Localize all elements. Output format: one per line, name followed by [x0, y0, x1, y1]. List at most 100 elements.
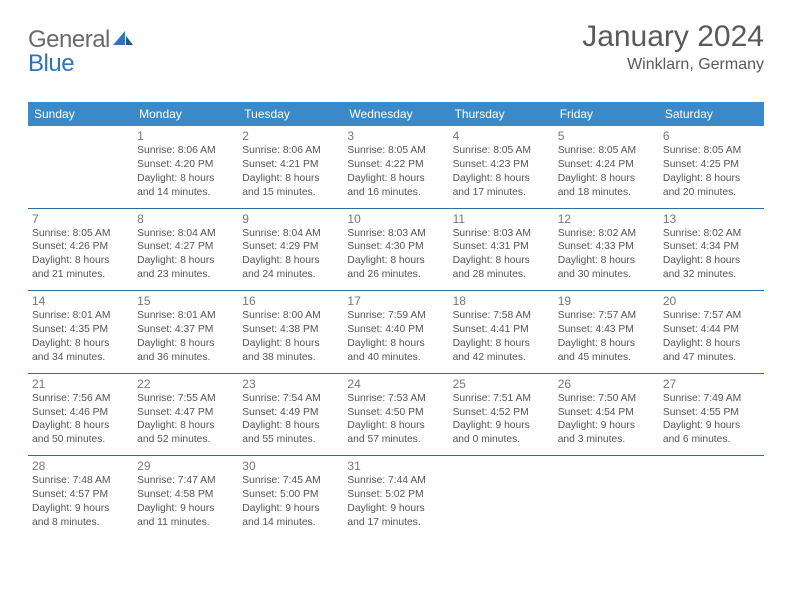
- sunset-line: Sunset: 4:23 PM: [453, 158, 550, 172]
- calendar-day-cell: 13Sunrise: 8:02 AMSunset: 4:34 PMDayligh…: [659, 208, 764, 291]
- daylight-line-2: and 50 minutes.: [32, 433, 129, 447]
- daylight-line-1: Daylight: 8 hours: [137, 337, 234, 351]
- calendar-day-cell: 30Sunrise: 7:45 AMSunset: 5:00 PMDayligh…: [238, 456, 343, 538]
- daylight-line-1: Daylight: 8 hours: [663, 337, 760, 351]
- sunset-line: Sunset: 4:40 PM: [347, 323, 444, 337]
- calendar-day-cell: 3Sunrise: 8:05 AMSunset: 4:22 PMDaylight…: [343, 126, 448, 208]
- daylight-line-1: Daylight: 8 hours: [347, 254, 444, 268]
- sunrise-line: Sunrise: 7:47 AM: [137, 474, 234, 488]
- calendar-day-cell: 14Sunrise: 8:01 AMSunset: 4:35 PMDayligh…: [28, 291, 133, 374]
- calendar-empty-cell: [554, 456, 659, 538]
- daylight-line-1: Daylight: 9 hours: [347, 502, 444, 516]
- sunset-line: Sunset: 4:47 PM: [137, 406, 234, 420]
- day-number: 22: [137, 377, 234, 391]
- daylight-line-1: Daylight: 8 hours: [242, 419, 339, 433]
- daylight-line-2: and 34 minutes.: [32, 351, 129, 365]
- daylight-line-1: Daylight: 9 hours: [558, 419, 655, 433]
- calendar-day-cell: 21Sunrise: 7:56 AMSunset: 4:46 PMDayligh…: [28, 373, 133, 456]
- daylight-line-2: and 32 minutes.: [663, 268, 760, 282]
- sunset-line: Sunset: 5:02 PM: [347, 488, 444, 502]
- daylight-line-1: Daylight: 8 hours: [242, 254, 339, 268]
- sunrise-line: Sunrise: 7:45 AM: [242, 474, 339, 488]
- logo-text-blue: Blue: [28, 50, 74, 77]
- calendar-day-cell: 31Sunrise: 7:44 AMSunset: 5:02 PMDayligh…: [343, 456, 448, 538]
- sunrise-line: Sunrise: 8:00 AM: [242, 309, 339, 323]
- sunset-line: Sunset: 4:46 PM: [32, 406, 129, 420]
- day-number: 5: [558, 129, 655, 143]
- daylight-line-2: and 40 minutes.: [347, 351, 444, 365]
- sunrise-line: Sunrise: 7:59 AM: [347, 309, 444, 323]
- sunset-line: Sunset: 4:50 PM: [347, 406, 444, 420]
- logo: General: [28, 20, 134, 54]
- daylight-line-1: Daylight: 8 hours: [558, 337, 655, 351]
- sunrise-line: Sunrise: 8:02 AM: [663, 227, 760, 241]
- daylight-line-2: and 17 minutes.: [453, 186, 550, 200]
- daylight-line-1: Daylight: 8 hours: [347, 337, 444, 351]
- daylight-line-2: and 11 minutes.: [137, 516, 234, 530]
- day-number: 2: [242, 129, 339, 143]
- daylight-line-2: and 21 minutes.: [32, 268, 129, 282]
- calendar-empty-cell: [28, 126, 133, 208]
- sunset-line: Sunset: 4:24 PM: [558, 158, 655, 172]
- daylight-line-1: Daylight: 8 hours: [32, 419, 129, 433]
- daylight-line-2: and 18 minutes.: [558, 186, 655, 200]
- sunset-line: Sunset: 5:00 PM: [242, 488, 339, 502]
- daylight-line-1: Daylight: 8 hours: [242, 172, 339, 186]
- daylight-line-2: and 20 minutes.: [663, 186, 760, 200]
- daylight-line-1: Daylight: 8 hours: [32, 254, 129, 268]
- day-number: 27: [663, 377, 760, 391]
- day-number: 29: [137, 459, 234, 473]
- day-info: Sunrise: 7:50 AMSunset: 4:54 PMDaylight:…: [558, 392, 655, 448]
- day-info: Sunrise: 8:04 AMSunset: 4:27 PMDaylight:…: [137, 227, 234, 283]
- day-info: Sunrise: 8:00 AMSunset: 4:38 PMDaylight:…: [242, 309, 339, 365]
- day-number: 17: [347, 294, 444, 308]
- calendar-day-cell: 22Sunrise: 7:55 AMSunset: 4:47 PMDayligh…: [133, 373, 238, 456]
- day-number: 8: [137, 212, 234, 226]
- day-number: 15: [137, 294, 234, 308]
- sunset-line: Sunset: 4:29 PM: [242, 240, 339, 254]
- calendar-day-cell: 5Sunrise: 8:05 AMSunset: 4:24 PMDaylight…: [554, 126, 659, 208]
- day-info: Sunrise: 7:44 AMSunset: 5:02 PMDaylight:…: [347, 474, 444, 530]
- calendar-day-cell: 17Sunrise: 7:59 AMSunset: 4:40 PMDayligh…: [343, 291, 448, 374]
- sunset-line: Sunset: 4:37 PM: [137, 323, 234, 337]
- calendar-day-cell: 11Sunrise: 8:03 AMSunset: 4:31 PMDayligh…: [449, 208, 554, 291]
- day-number: 7: [32, 212, 129, 226]
- sunset-line: Sunset: 4:30 PM: [347, 240, 444, 254]
- sunrise-line: Sunrise: 7:58 AM: [453, 309, 550, 323]
- logo-text-blue-wrap: Blue: [28, 50, 74, 78]
- daylight-line-2: and 55 minutes.: [242, 433, 339, 447]
- calendar-header-row: SundayMondayTuesdayWednesdayThursdayFrid…: [28, 102, 764, 126]
- calendar-week-row: 7Sunrise: 8:05 AMSunset: 4:26 PMDaylight…: [28, 208, 764, 291]
- calendar-day-cell: 19Sunrise: 7:57 AMSunset: 4:43 PMDayligh…: [554, 291, 659, 374]
- daylight-line-2: and 28 minutes.: [453, 268, 550, 282]
- daylight-line-2: and 47 minutes.: [663, 351, 760, 365]
- day-info: Sunrise: 8:03 AMSunset: 4:30 PMDaylight:…: [347, 227, 444, 283]
- sunrise-line: Sunrise: 8:01 AM: [137, 309, 234, 323]
- daylight-line-2: and 14 minutes.: [242, 516, 339, 530]
- day-number: 19: [558, 294, 655, 308]
- daylight-line-1: Daylight: 8 hours: [32, 337, 129, 351]
- day-info: Sunrise: 7:48 AMSunset: 4:57 PMDaylight:…: [32, 474, 129, 530]
- daylight-line-2: and 0 minutes.: [453, 433, 550, 447]
- sunrise-line: Sunrise: 8:02 AM: [558, 227, 655, 241]
- daylight-line-2: and 26 minutes.: [347, 268, 444, 282]
- daylight-line-2: and 15 minutes.: [242, 186, 339, 200]
- calendar-empty-cell: [449, 456, 554, 538]
- calendar-day-cell: 20Sunrise: 7:57 AMSunset: 4:44 PMDayligh…: [659, 291, 764, 374]
- calendar-day-cell: 23Sunrise: 7:54 AMSunset: 4:49 PMDayligh…: [238, 373, 343, 456]
- day-info: Sunrise: 7:59 AMSunset: 4:40 PMDaylight:…: [347, 309, 444, 365]
- sunrise-line: Sunrise: 8:05 AM: [453, 144, 550, 158]
- calendar-day-cell: 12Sunrise: 8:02 AMSunset: 4:33 PMDayligh…: [554, 208, 659, 291]
- sunset-line: Sunset: 4:21 PM: [242, 158, 339, 172]
- day-number: 10: [347, 212, 444, 226]
- calendar-day-cell: 27Sunrise: 7:49 AMSunset: 4:55 PMDayligh…: [659, 373, 764, 456]
- sunrise-line: Sunrise: 7:55 AM: [137, 392, 234, 406]
- day-number: 16: [242, 294, 339, 308]
- day-number: 14: [32, 294, 129, 308]
- daylight-line-1: Daylight: 9 hours: [663, 419, 760, 433]
- day-number: 31: [347, 459, 444, 473]
- sunrise-line: Sunrise: 7:56 AM: [32, 392, 129, 406]
- sunrise-line: Sunrise: 8:01 AM: [32, 309, 129, 323]
- day-info: Sunrise: 7:57 AMSunset: 4:44 PMDaylight:…: [663, 309, 760, 365]
- daylight-line-2: and 42 minutes.: [453, 351, 550, 365]
